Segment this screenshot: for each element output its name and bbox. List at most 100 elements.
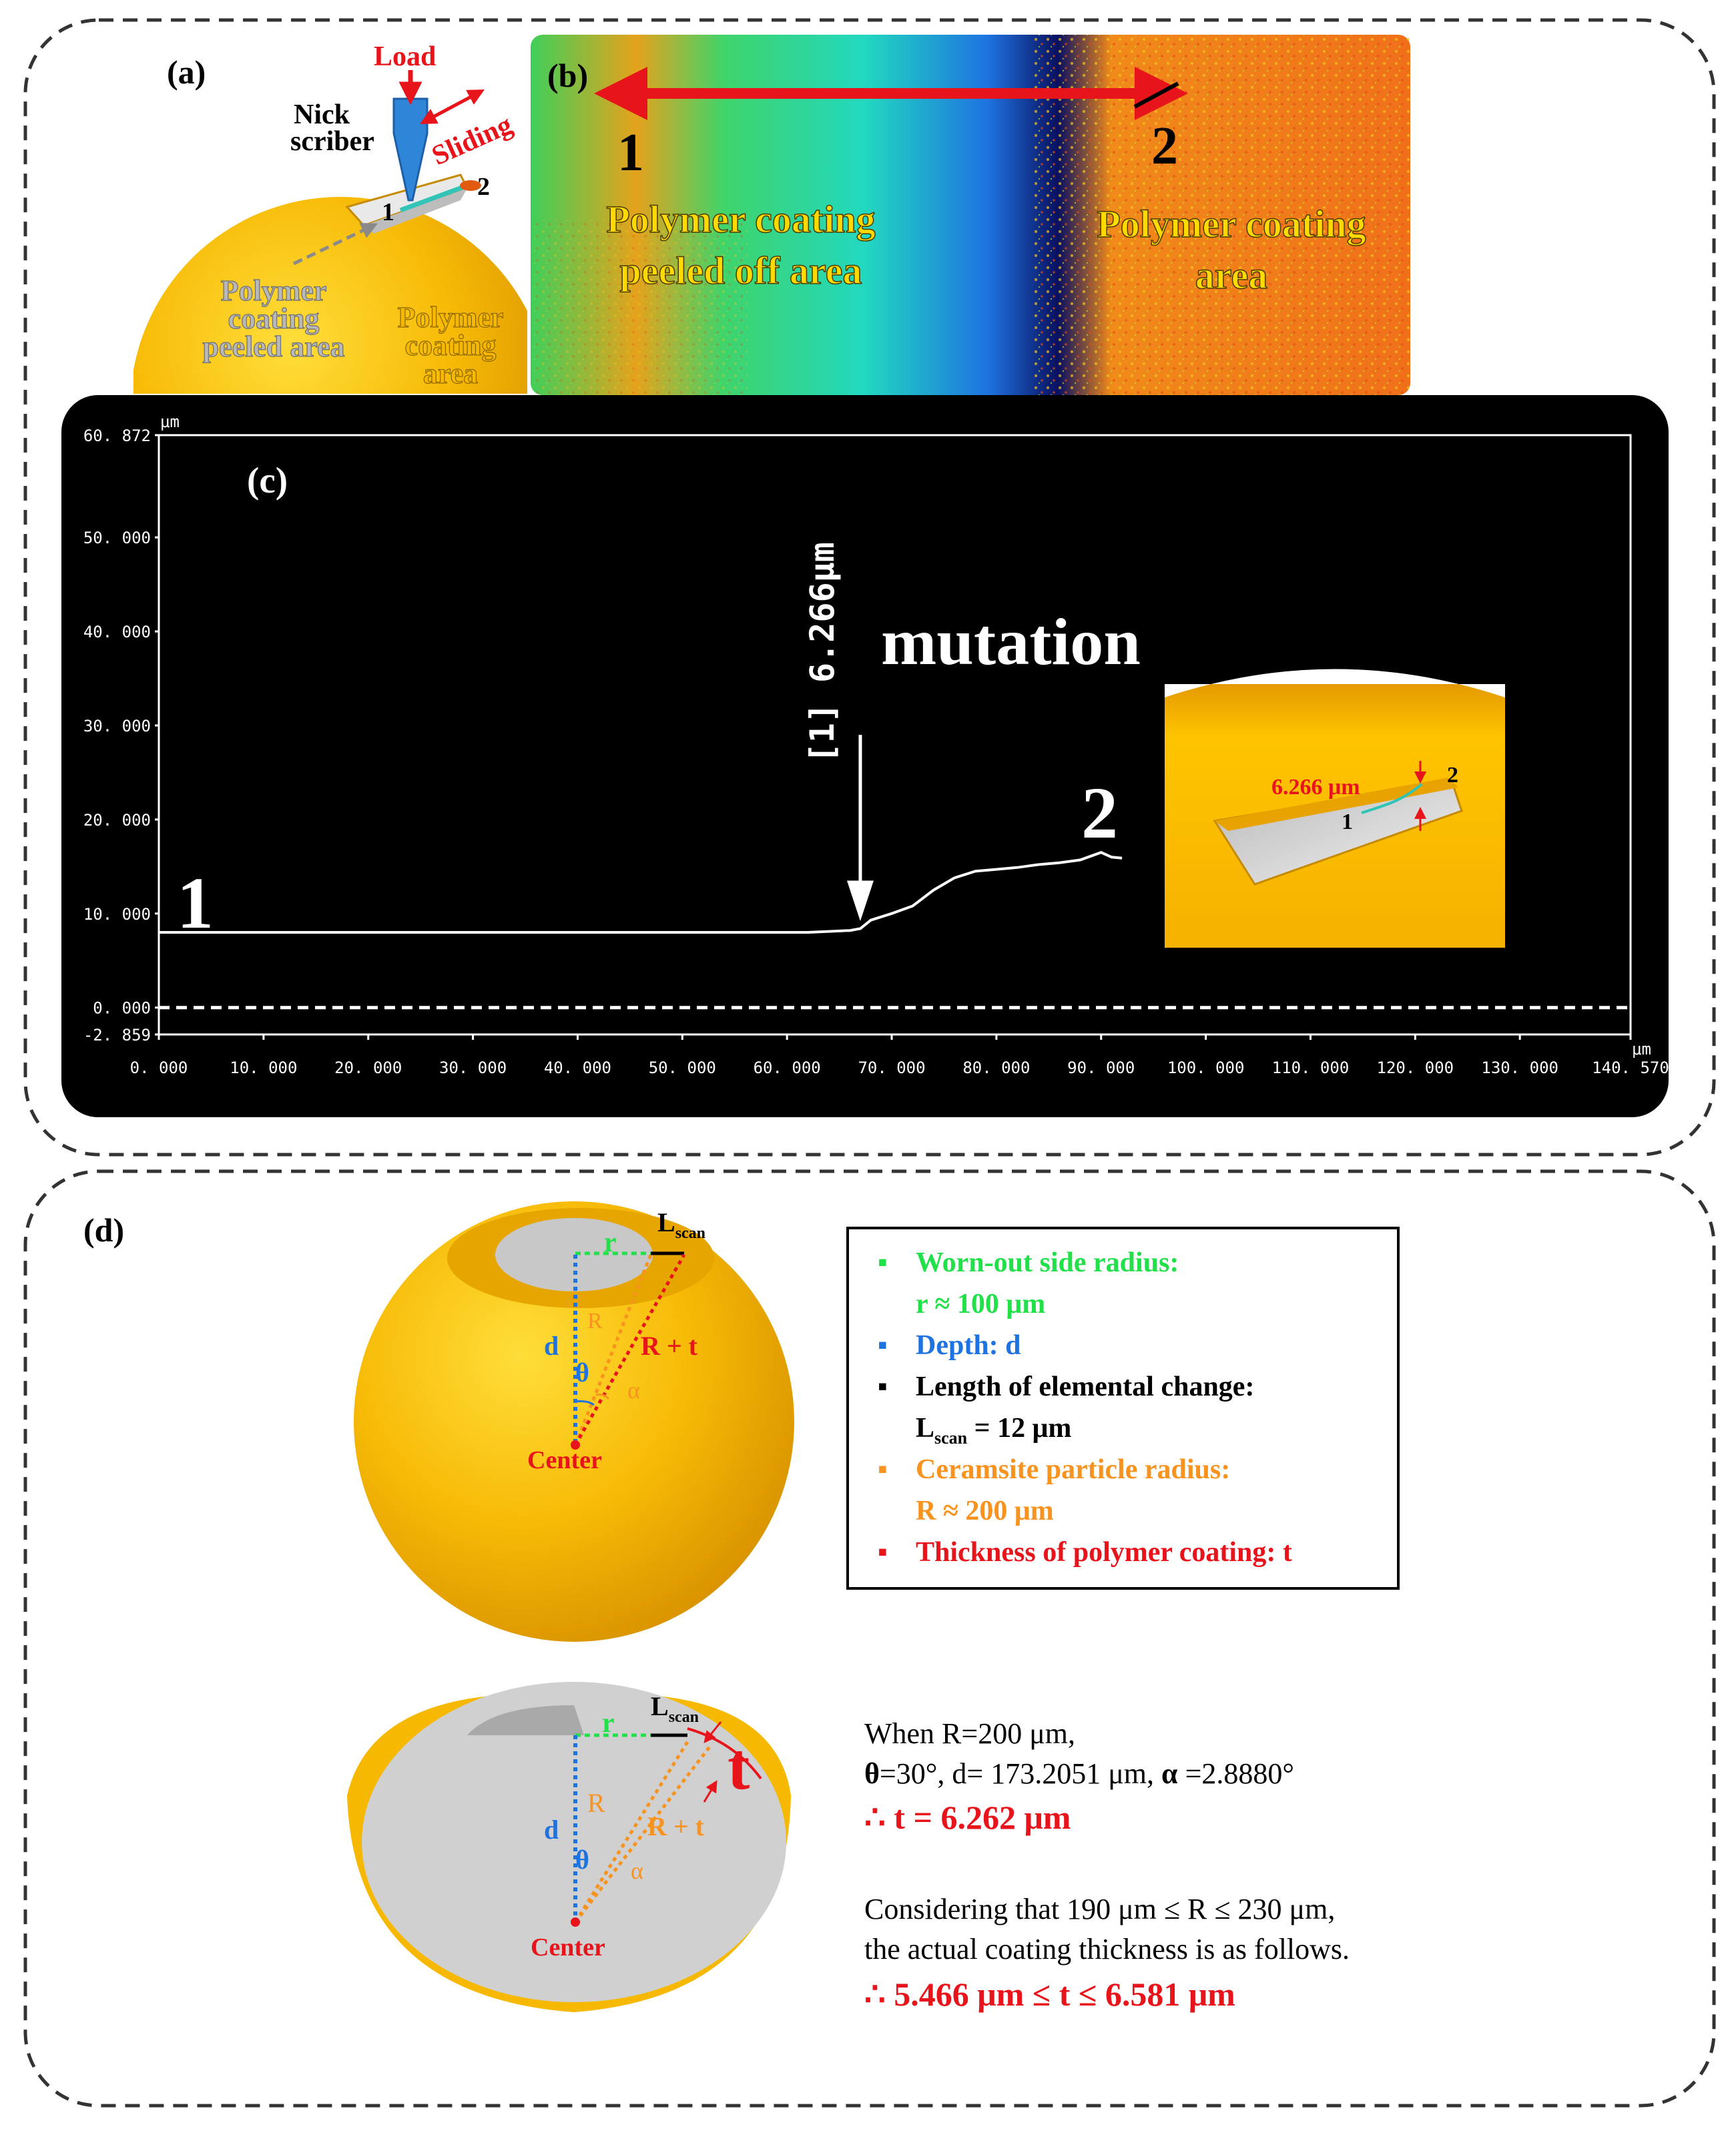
y-unit: μm <box>160 412 180 431</box>
x-tick-label: 110. 000 <box>1272 1058 1350 1077</box>
coating-label-2: coating <box>405 329 497 362</box>
peeled-area-label-2: peeled off area <box>620 249 862 292</box>
top-theta: θ <box>575 1357 589 1388</box>
gold-sphere <box>133 197 527 394</box>
bottom-R: R <box>587 1788 605 1818</box>
x-tick-label: 140. 570 <box>1592 1058 1669 1077</box>
calc-result-1: ∴ t = 6.262 μm <box>864 1799 1071 1836</box>
bottom-center: Center <box>531 1933 605 1961</box>
bottom-theta: θ <box>575 1845 589 1875</box>
y-tick-label: 60. 872 <box>83 426 151 445</box>
bottom-frame <box>23 1169 1716 2108</box>
x-unit: μm <box>1632 1040 1651 1058</box>
inset-point-2: 2 <box>1447 763 1458 788</box>
top-r: r <box>604 1227 617 1258</box>
panel-a: (a) Load Nick scriber Sliding 1 2 Polyme… <box>133 41 527 394</box>
x-tick-label: 70. 000 <box>858 1058 925 1077</box>
mutation-label: mutation <box>881 605 1141 679</box>
x-tick-label: 80. 000 <box>962 1058 1030 1077</box>
calc-line-2: θ=30°, d= 173.2051 μm, α =2.8880° <box>864 1757 1294 1790</box>
mutation-arrow-head <box>846 880 874 922</box>
y-tick-label: 40. 000 <box>83 623 151 641</box>
marker-label: [1] 6.266μm <box>803 542 842 763</box>
x-tick-label: 40. 000 <box>544 1058 611 1077</box>
scriber-label: scriber <box>290 126 374 157</box>
x-tick-label: 60. 000 <box>754 1058 821 1077</box>
top-d: d <box>544 1331 559 1361</box>
y-tick-label: 10. 000 <box>83 905 151 924</box>
panel-d: (d) r Lscan d R R + t θ α Center ▪ W <box>83 1201 1400 2013</box>
top-sphere-diagram: r Lscan d R R + t θ α Center <box>354 1201 794 1642</box>
legend-line-7: R ≈ 200 μm <box>916 1496 1054 1526</box>
x-tick-label: 0. 000 <box>130 1058 188 1077</box>
coating-label-1: Polymer <box>398 301 504 334</box>
top-frame <box>23 18 1716 1157</box>
y-tick-label: 30. 000 <box>83 717 151 735</box>
point-1-label: 1 <box>382 198 394 226</box>
legend: ▪ Worn-out side radius: r ≈ 100 μm ▪ Depth… <box>846 1227 1400 1590</box>
point-1-label: 1 <box>617 123 644 182</box>
top-Rt: R + t <box>641 1331 698 1361</box>
peeled-label-3: peeled area <box>202 330 344 363</box>
panel-d-label: (d) <box>83 1211 124 1249</box>
scan-line <box>399 183 469 213</box>
bottom-d: d <box>544 1815 559 1845</box>
calc-line-4: the actual coating thickness is as follo… <box>864 1933 1350 1965</box>
y-tick-label: 50. 000 <box>83 529 151 547</box>
x-tick-label: 20. 000 <box>334 1058 402 1077</box>
panel-c-label: (c) <box>247 460 288 501</box>
scratch-end <box>460 180 481 191</box>
panel-b: (b) 1 2 Polymer coating peeled off area … <box>531 35 1410 395</box>
bottom-t: t <box>728 1729 750 1803</box>
x-tick-label: 10. 000 <box>230 1058 297 1077</box>
scratch-floor <box>364 188 467 234</box>
profile-line <box>159 851 1123 934</box>
legend-line-5: Lscan = 12 μm <box>916 1413 1071 1448</box>
calculation: When R=200 μm, θ=30°, d= 173.2051 μm, α … <box>864 1717 1350 2013</box>
x-tick-label: 30. 000 <box>439 1058 507 1077</box>
scan-arrow-end-tick <box>1133 81 1179 109</box>
panel-b-label: (b) <box>547 57 588 94</box>
bottom-L: Lscan <box>651 1691 699 1726</box>
load-label: Load <box>374 41 436 72</box>
end-point-label: 2 <box>1081 772 1118 854</box>
legend-line-6: ▪ Ceramsite particle radius: <box>878 1454 1230 1485</box>
top-center: Center <box>527 1446 602 1474</box>
x-tick-label: 90. 000 <box>1067 1058 1135 1077</box>
peeled-area-label-1: Polymer coating <box>606 198 875 241</box>
coating-area-label-2: area <box>1195 254 1267 297</box>
y-tick-label: 20. 000 <box>83 811 151 830</box>
x-tick-label: 120. 000 <box>1377 1058 1454 1077</box>
coating-label-3: area <box>423 357 478 390</box>
x-tick-label: 130. 000 <box>1481 1058 1558 1077</box>
legend-line-3: ▪ Depth: d <box>878 1330 1021 1361</box>
legend-line-8: ▪ Thickness of polymer coating: t <box>878 1537 1292 1568</box>
y-tick-label: 0. 000 <box>93 999 151 1018</box>
top-L: Lscan <box>657 1207 705 1242</box>
y-tick-label: -2. 859 <box>83 1026 151 1044</box>
peeled-label-2: coating <box>228 302 320 335</box>
x-axis-ticks: 0. 000 10. 000 20. 000 30. 000 40. 000 50. 00… <box>130 1034 1669 1077</box>
calc-line-1: When R=200 μm, <box>864 1717 1075 1750</box>
bottom-r: r <box>602 1708 615 1739</box>
point-2-label: 2 <box>1151 117 1178 176</box>
bottom-alpha: α <box>631 1857 643 1884</box>
x-tick-label: 50. 000 <box>649 1058 716 1077</box>
legend-line-1: ▪ Worn-out side radius: <box>878 1247 1179 1278</box>
nick-label: Nick <box>294 99 350 130</box>
inset-point-1: 1 <box>1342 810 1353 834</box>
x-tick-label: 100. 000 <box>1167 1058 1245 1077</box>
bottom-Rt: R + t <box>647 1811 705 1841</box>
calc-line-3: Considering that 190 μm ≤ R ≤ 230 μm, <box>864 1893 1335 1925</box>
panel-a-label: (a) <box>167 53 206 91</box>
calc-result-2: ∴ 5.466 μm ≤ t ≤ 6.581 μm <box>864 1975 1235 2013</box>
top-alpha: α <box>627 1377 640 1404</box>
point-2-label: 2 <box>477 173 490 201</box>
sliding-label: Sliding <box>427 109 517 172</box>
sliding-arrow <box>419 89 485 124</box>
plot-area <box>158 434 1632 1036</box>
start-point-label: 1 <box>177 862 214 944</box>
inset-thickness-label: 6.266 μm <box>1271 775 1360 800</box>
